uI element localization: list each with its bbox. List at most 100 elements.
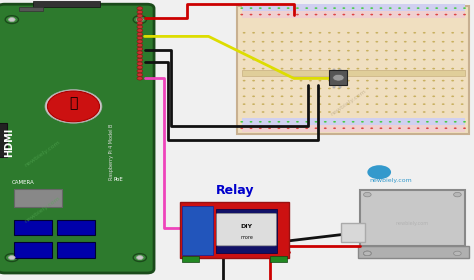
Circle shape bbox=[315, 7, 318, 9]
Circle shape bbox=[347, 59, 350, 60]
Circle shape bbox=[451, 59, 454, 60]
Circle shape bbox=[442, 88, 445, 89]
Circle shape bbox=[389, 14, 392, 15]
Circle shape bbox=[296, 121, 299, 123]
Circle shape bbox=[328, 32, 331, 34]
Circle shape bbox=[262, 68, 264, 69]
FancyBboxPatch shape bbox=[333, 69, 335, 73]
Circle shape bbox=[290, 95, 293, 97]
Circle shape bbox=[271, 88, 274, 89]
Circle shape bbox=[271, 111, 274, 113]
Circle shape bbox=[137, 36, 143, 39]
Circle shape bbox=[137, 29, 143, 32]
Circle shape bbox=[366, 41, 369, 43]
Circle shape bbox=[461, 80, 464, 81]
Circle shape bbox=[305, 127, 308, 129]
Circle shape bbox=[137, 47, 143, 51]
Circle shape bbox=[243, 95, 246, 97]
FancyBboxPatch shape bbox=[19, 7, 43, 11]
Circle shape bbox=[300, 103, 302, 105]
Circle shape bbox=[413, 103, 416, 105]
Circle shape bbox=[262, 95, 264, 97]
Circle shape bbox=[290, 68, 293, 69]
Circle shape bbox=[296, 7, 299, 9]
Circle shape bbox=[442, 59, 445, 60]
Circle shape bbox=[385, 80, 388, 81]
Circle shape bbox=[370, 121, 373, 123]
FancyBboxPatch shape bbox=[14, 242, 52, 258]
Text: newbiely.com: newbiely.com bbox=[370, 178, 412, 183]
Circle shape bbox=[385, 50, 388, 52]
Circle shape bbox=[243, 59, 246, 60]
Circle shape bbox=[375, 32, 378, 34]
Circle shape bbox=[356, 68, 359, 69]
Circle shape bbox=[9, 18, 15, 22]
Circle shape bbox=[347, 111, 350, 113]
Circle shape bbox=[337, 103, 340, 105]
Circle shape bbox=[287, 127, 290, 129]
Circle shape bbox=[296, 127, 299, 129]
Circle shape bbox=[356, 95, 359, 97]
Circle shape bbox=[262, 103, 264, 105]
Circle shape bbox=[398, 127, 401, 129]
Circle shape bbox=[252, 41, 255, 43]
Circle shape bbox=[309, 41, 312, 43]
Circle shape bbox=[361, 121, 364, 123]
Circle shape bbox=[290, 41, 293, 43]
Circle shape bbox=[404, 111, 407, 113]
Circle shape bbox=[394, 103, 397, 105]
Circle shape bbox=[342, 121, 345, 123]
Circle shape bbox=[356, 50, 359, 52]
Circle shape bbox=[407, 127, 410, 129]
Circle shape bbox=[243, 68, 246, 69]
Circle shape bbox=[243, 103, 246, 105]
Circle shape bbox=[461, 88, 464, 89]
Circle shape bbox=[442, 103, 445, 105]
Circle shape bbox=[137, 18, 143, 22]
Circle shape bbox=[319, 32, 321, 34]
Circle shape bbox=[352, 7, 355, 9]
Circle shape bbox=[319, 41, 321, 43]
Circle shape bbox=[394, 68, 397, 69]
Circle shape bbox=[309, 103, 312, 105]
Circle shape bbox=[426, 14, 429, 15]
Circle shape bbox=[423, 41, 426, 43]
Circle shape bbox=[442, 50, 445, 52]
Circle shape bbox=[375, 41, 378, 43]
Circle shape bbox=[268, 127, 271, 129]
Circle shape bbox=[413, 50, 416, 52]
Circle shape bbox=[300, 59, 302, 60]
Circle shape bbox=[347, 32, 350, 34]
Circle shape bbox=[137, 32, 143, 36]
Circle shape bbox=[240, 127, 243, 129]
Circle shape bbox=[342, 7, 345, 9]
Circle shape bbox=[366, 59, 369, 60]
Circle shape bbox=[461, 111, 464, 113]
Circle shape bbox=[262, 41, 264, 43]
Circle shape bbox=[463, 121, 466, 123]
Circle shape bbox=[315, 121, 318, 123]
Circle shape bbox=[240, 7, 243, 9]
Circle shape bbox=[451, 103, 454, 105]
Circle shape bbox=[352, 127, 355, 129]
FancyBboxPatch shape bbox=[242, 125, 465, 132]
Circle shape bbox=[300, 111, 302, 113]
Circle shape bbox=[271, 32, 274, 34]
FancyBboxPatch shape bbox=[333, 84, 335, 88]
Circle shape bbox=[364, 192, 371, 197]
Circle shape bbox=[347, 50, 350, 52]
Circle shape bbox=[300, 50, 302, 52]
Circle shape bbox=[389, 121, 392, 123]
Circle shape bbox=[240, 121, 243, 123]
Circle shape bbox=[250, 14, 253, 15]
Circle shape bbox=[366, 95, 369, 97]
Circle shape bbox=[243, 41, 246, 43]
Circle shape bbox=[328, 88, 331, 89]
Circle shape bbox=[347, 103, 350, 105]
Circle shape bbox=[262, 32, 264, 34]
Circle shape bbox=[461, 103, 464, 105]
Circle shape bbox=[281, 32, 283, 34]
Circle shape bbox=[356, 59, 359, 60]
Circle shape bbox=[461, 32, 464, 34]
Circle shape bbox=[328, 80, 331, 81]
